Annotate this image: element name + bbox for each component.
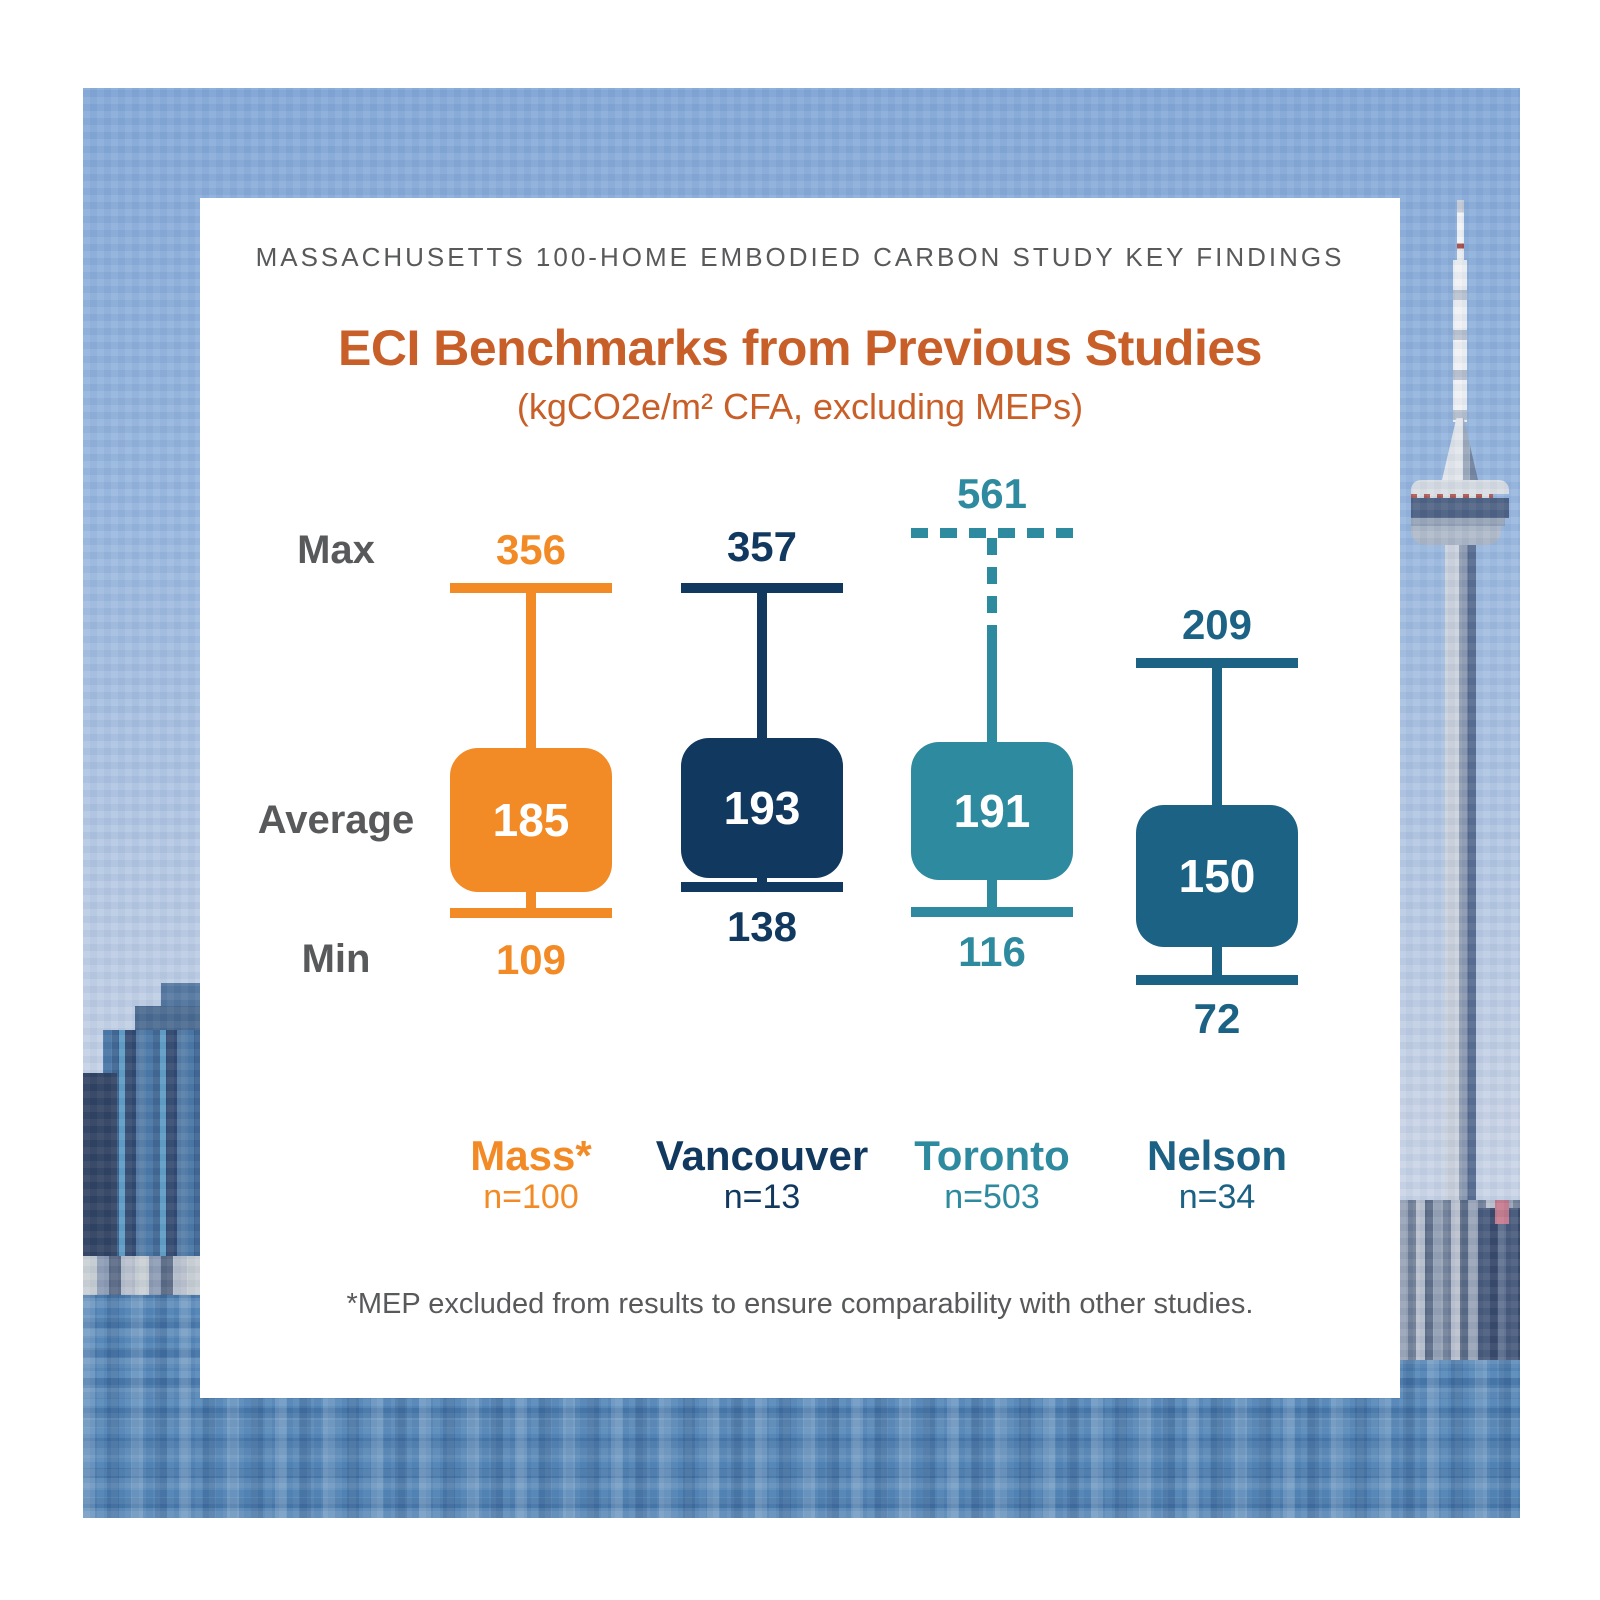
vancouver-name: Vancouver [655,1132,869,1179]
nelson-min-value: 72 [1193,995,1241,1042]
row-label-max: Max [297,528,375,572]
toronto-average-value: 191 [953,785,1031,837]
cn-tower-pod-band [1411,498,1509,518]
nelson-average-box: 150 [1136,805,1298,947]
column-vancouver: 357 193 138 Vancouver n=13 [656,198,868,1398]
chart-title: ECI Benchmarks from Previous Studies [338,320,1262,376]
toronto-min-whisker [987,880,997,907]
cn-tower-antenna-tip [1457,200,1464,262]
toronto-max-cap-dashed [911,528,1073,538]
cn-tower-pod [1411,480,1509,545]
nelson-average-value: 150 [1178,850,1256,902]
toronto-max-whisker-dashed [987,538,997,638]
nelson-sample-size: n=34 [1178,1178,1256,1216]
mass-max-cap [450,583,612,593]
mass-min-whisker [526,892,536,908]
cn-tower-antenna [1453,260,1467,422]
row-label-average: Average [257,798,415,842]
nelson-min-cap [1136,975,1298,985]
mass-max-value: 356 [495,526,567,573]
cn-tower-pod-top [1411,480,1509,494]
cn-tower-pod-bottom [1411,526,1501,545]
vancouver-max-value: 357 [726,523,798,570]
mass-sample-size: n=100 [483,1178,579,1216]
nelson-max-whisker [1212,668,1222,805]
toronto-min-value: 116 [958,928,1026,975]
vancouver-max-whisker [757,593,767,738]
vancouver-min-cap [681,882,843,892]
mass-max-whisker [526,593,536,748]
vancouver-min-whisker [757,878,767,882]
vancouver-average-value: 193 [723,782,801,834]
cn-tower-shaft [1445,544,1476,1268]
column-mass: 356 185 109 Mass* n=100 [450,198,612,1398]
toronto-name: Toronto [914,1132,1070,1179]
nelson-min-whisker [1212,947,1222,975]
chart-card: MASSACHUSETTS 100-HOME EMBODIED CARBON S… [200,198,1400,1398]
nelson-name: Nelson [1146,1132,1288,1179]
mass-average-box: 185 [450,748,612,892]
right-building-accent [1495,1200,1509,1224]
vancouver-sample-size: n=13 [723,1178,801,1216]
chart-subtitle: (kgCO2e/m² CFA, excluding MEPs) [516,386,1084,427]
cn-tower-pod-lights [1411,494,1493,498]
mass-min-cap [450,908,612,918]
nelson-max-value: 209 [1181,601,1253,648]
cn-tower-pod-mid [1411,518,1505,526]
column-toronto: 561 191 116 Toronto n=503 [911,198,1073,1398]
eyebrow-text: MASSACHUSETTS 100-HOME EMBODIED CARBON S… [255,242,1345,272]
toronto-min-cap [911,907,1073,917]
toronto-average-box: 191 [911,742,1073,880]
row-label-min: Min [301,937,371,981]
mass-average-value: 185 [492,794,570,846]
vancouver-average-box: 193 [681,738,843,878]
toronto-max-whisker [987,638,997,742]
vancouver-max-cap [681,583,843,593]
column-nelson: 209 150 72 Nelson n=34 [1136,198,1298,1398]
toronto-sample-size: n=503 [944,1178,1040,1216]
mass-min-value: 109 [495,936,567,983]
toronto-max-value: 561 [956,470,1028,517]
right-building-dark [1478,1208,1520,1360]
nelson-max-cap [1136,658,1298,668]
mass-name: Mass* [470,1132,592,1179]
footnote: *MEP excluded from results to ensure com… [346,1288,1254,1320]
vancouver-min-value: 138 [726,903,798,950]
